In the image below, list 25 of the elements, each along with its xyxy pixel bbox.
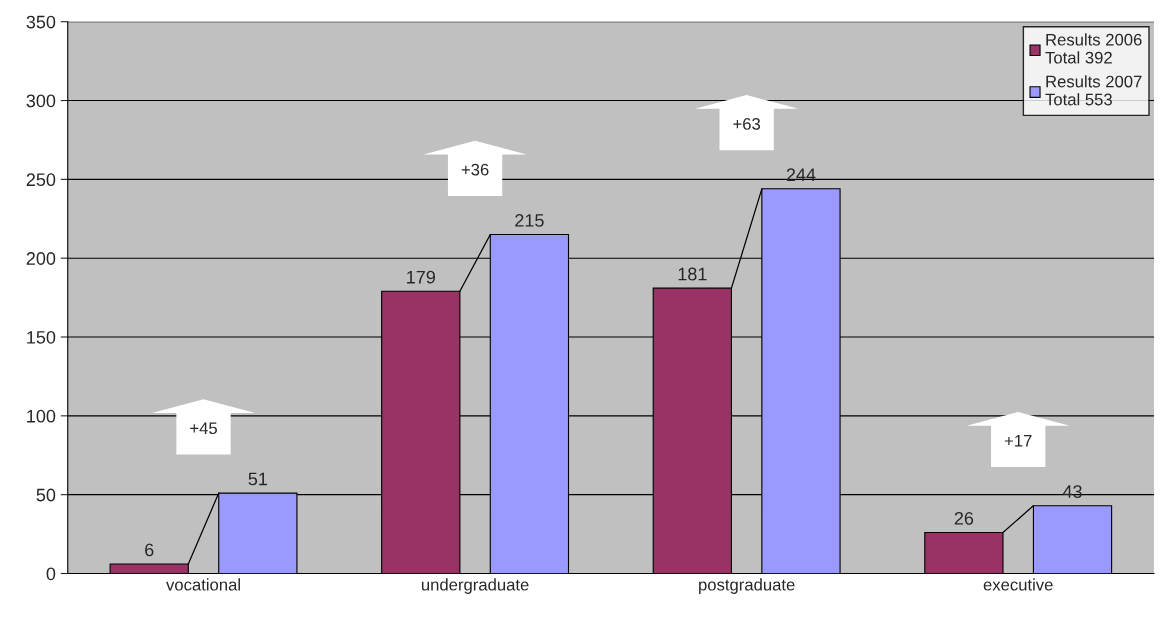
y-tick-label: 50 [36,488,56,502]
data-label: 215 [515,214,544,227]
y-tick-label: 250 [26,173,56,187]
legend-label: Results 2007 Total 553 [1045,75,1142,106]
y-tick-label: 200 [26,252,56,265]
y-tick-label: 150 [27,330,56,344]
annotation: +36 [461,163,489,176]
annotation: +63 [733,118,761,130]
data-label: 244 [786,168,816,181]
y-tick-label: 350 [26,15,56,29]
annotation: +45 [190,422,217,435]
data-label: 6 [145,543,154,557]
data-label: 51 [248,472,267,486]
legend-label: Results 2006 Total 392 [1045,33,1142,64]
x-tick-label: executive [983,578,1053,591]
data-label: 26 [954,511,974,525]
x-tick-label: vocational [166,578,240,591]
y-tick-label: 100 [27,409,56,423]
data-label: 179 [407,270,435,284]
x-tick-label: undergraduate [421,578,529,594]
x-tick-label: postgraduate [699,578,795,594]
y-tick-label: 0 [46,567,56,581]
annotation: +17 [1004,435,1032,447]
y-tick-label: 300 [26,94,56,108]
data-label: 181 [678,267,707,281]
